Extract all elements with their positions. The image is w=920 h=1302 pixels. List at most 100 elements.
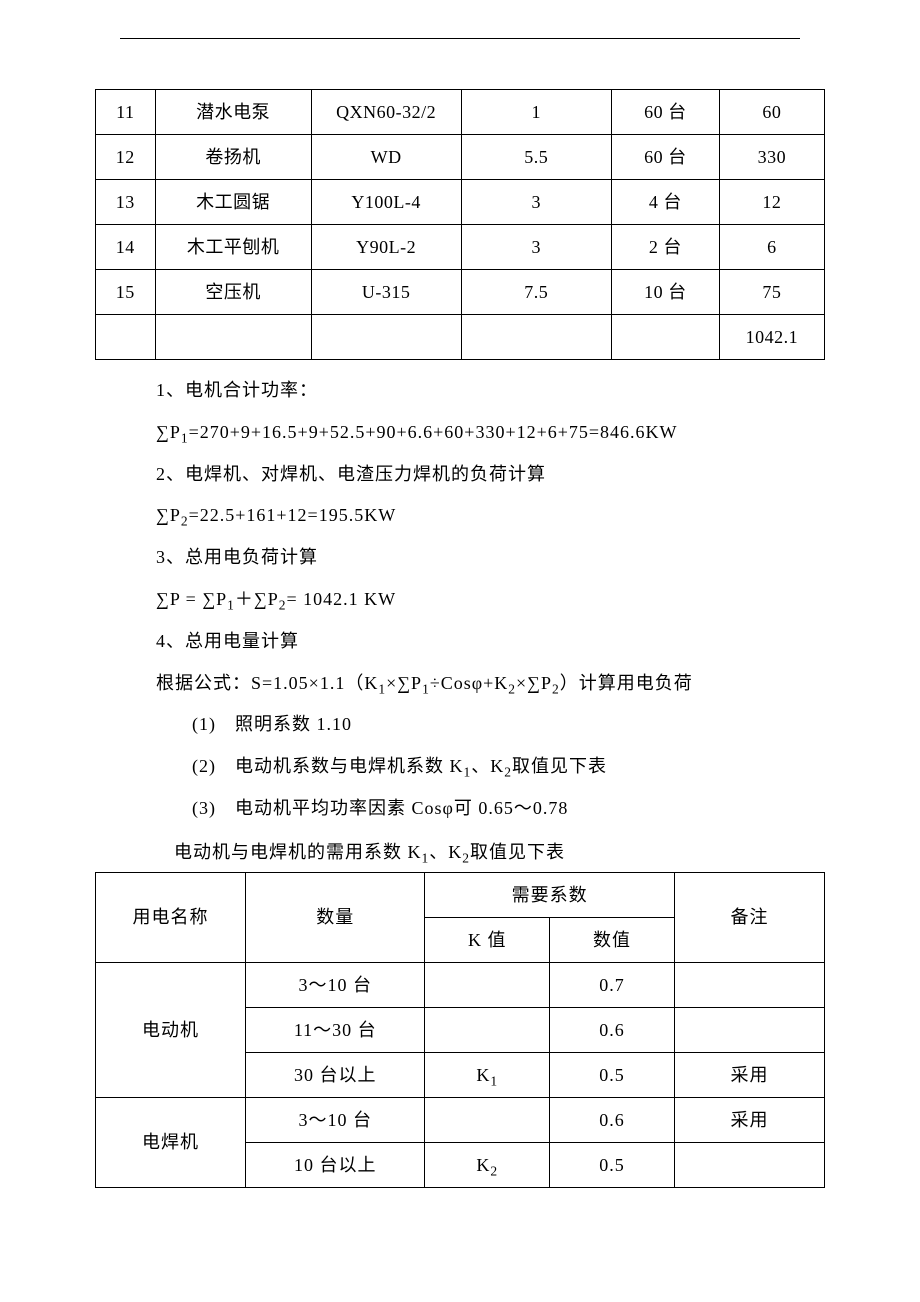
- p-welder-title: 2、电焊机、对焊机、电渣压力焊机的负荷计算: [120, 456, 800, 498]
- cell-qty: 11～30 台: [246, 1007, 425, 1052]
- sub-1: 1: [181, 430, 189, 445]
- cell-qty: 30 台以上: [246, 1052, 425, 1097]
- sigma-p2-pre: ∑P: [156, 505, 181, 525]
- coef-table: 用电名称 数量 需要系数 备注 K 值 数值 电动机 3～10 台 0.7: [95, 872, 825, 1188]
- cell-pow: [461, 315, 611, 360]
- t2title-c: 取值见下表: [470, 842, 565, 862]
- k-pre: K: [476, 1155, 490, 1175]
- cell-no: [96, 315, 156, 360]
- cell-qty: [611, 315, 719, 360]
- cell-name: 空压机: [155, 270, 311, 315]
- t2title-b: 、K: [429, 842, 462, 862]
- cell-name: [155, 315, 311, 360]
- cell-tot: 12: [719, 180, 824, 225]
- sub-1: 1: [378, 681, 386, 696]
- cell-k: [425, 962, 550, 1007]
- coef-k-a: (2) 电动机系数与电焊机系数 K: [192, 756, 464, 776]
- sub-1: 1: [490, 1073, 498, 1088]
- cell-tot: 75: [719, 270, 824, 315]
- head-row-1: 用电名称 数量 需要系数 备注: [96, 872, 825, 917]
- cell-note: [674, 1142, 824, 1187]
- sigma-p2-post: =22.5+161+12=195.5KW: [189, 505, 397, 525]
- cell-qty: 3～10 台: [246, 1097, 425, 1142]
- cell-tot: 6: [719, 225, 824, 270]
- cell-pow: 7.5: [461, 270, 611, 315]
- cell-note: 采用: [674, 1097, 824, 1142]
- cell-cat: 电动机: [96, 962, 246, 1097]
- sigma-p-b: ＋∑P: [235, 589, 279, 609]
- t2title-a: 电动机与电焊机的需用系数 K: [174, 842, 422, 862]
- cell-qty: 2 台: [611, 225, 719, 270]
- cell-no: 14: [96, 225, 156, 270]
- sub-2: 2: [504, 765, 512, 780]
- coef-table-wrap: 用电名称 数量 需要系数 备注 K 值 数值 电动机 3～10 台 0.7: [95, 872, 825, 1188]
- sub-2: 2: [181, 514, 189, 529]
- formula-e: ）计算用电负荷: [560, 673, 693, 693]
- equipment-table: 11 潜水电泵 QXN60-32/2 1 60 台 60 12 卷扬机 WD 5…: [95, 89, 825, 360]
- cell-name: 潜水电泵: [155, 90, 311, 135]
- cell-qty: 4 台: [611, 180, 719, 225]
- p-coef-k: (2) 电动机系数与电焊机系数 K1、K2取值见下表: [120, 748, 800, 790]
- top-rule: [120, 38, 800, 39]
- cell-model: [311, 315, 461, 360]
- sigma-p-c: = 1042.1 KW: [287, 589, 397, 609]
- coef-k-c: 取值见下表: [512, 756, 607, 776]
- p-motor-power-title: 1、电机合计功率：: [120, 372, 800, 414]
- cell-no: 15: [96, 270, 156, 315]
- cell-val: 0.7: [550, 962, 675, 1007]
- formula-b: ×∑P: [386, 673, 422, 693]
- cell-no: 11: [96, 90, 156, 135]
- cell-qty: 10 台以上: [246, 1142, 425, 1187]
- cell-val: 0.6: [550, 1097, 675, 1142]
- p-coef-lighting: (1) 照明系数 1.10: [120, 706, 800, 748]
- cell-model: QXN60-32/2: [311, 90, 461, 135]
- sigma-p1-post: =270+9+16.5+9+52.5+90+6.6+60+330+12+6+75…: [189, 422, 678, 442]
- sub-2: 2: [462, 850, 470, 865]
- table-row: 15 空压机 U-315 7.5 10 台 75: [96, 270, 825, 315]
- p-total-usage-title: 4、总用电量计算: [120, 623, 800, 665]
- table-row: 14 木工平刨机 Y90L-2 3 2 台 6: [96, 225, 825, 270]
- cell-note: [674, 1007, 824, 1052]
- k-pre: K: [476, 1065, 490, 1085]
- sub-1b: 1: [422, 681, 430, 696]
- formula-c: ÷Cosφ+K: [430, 673, 508, 693]
- cell-no: 12: [96, 135, 156, 180]
- cell-pow: 3: [461, 225, 611, 270]
- cell-cat: 电焊机: [96, 1097, 246, 1187]
- cell-no: 13: [96, 180, 156, 225]
- cell-k: [425, 1097, 550, 1142]
- sigma-p-a: ∑P = ∑P: [156, 589, 227, 609]
- formula-d: ×∑P: [516, 673, 552, 693]
- table-row: 13 木工圆锯 Y100L-4 3 4 台 12: [96, 180, 825, 225]
- sub-1: 1: [227, 598, 235, 613]
- cell-tot: 60: [719, 90, 824, 135]
- cell-model: Y90L-2: [311, 225, 461, 270]
- p-coef-cosphi: (3) 电动机平均功率因素 Cosφ可 0.65～0.78: [120, 790, 800, 832]
- cell-model: U-315: [311, 270, 461, 315]
- equipment-table-wrap: 11 潜水电泵 QXN60-32/2 1 60 台 60 12 卷扬机 WD 5…: [95, 89, 825, 360]
- cell-tot: 330: [719, 135, 824, 180]
- cell-name: 卷扬机: [155, 135, 311, 180]
- cell-k: K2: [425, 1142, 550, 1187]
- cell-qty: 60 台: [611, 90, 719, 135]
- th-val: 数值: [550, 917, 675, 962]
- cell-qty: 60 台: [611, 135, 719, 180]
- sub-2: 2: [490, 1163, 498, 1178]
- cell-name: 木工圆锯: [155, 180, 311, 225]
- th-coef: 需要系数: [425, 872, 674, 917]
- p-sigma-p2: ∑P2=22.5+161+12=195.5KW: [120, 497, 800, 539]
- cell-note: [674, 962, 824, 1007]
- sub-2b: 2: [552, 681, 560, 696]
- cell-qty: 10 台: [611, 270, 719, 315]
- p-formula: 根据公式：S=1.05×1.1（K1×∑P1÷Cosφ+K2×∑P2）计算用电负…: [120, 665, 800, 707]
- cell-qty: 3～10 台: [246, 962, 425, 1007]
- th-note: 备注: [674, 872, 824, 962]
- sub-2: 2: [508, 681, 516, 696]
- p-sigma-p1: ∑P1=270+9+16.5+9+52.5+90+6.6+60+330+12+6…: [120, 414, 800, 456]
- cell-val: 0.5: [550, 1052, 675, 1097]
- cell-val: 0.5: [550, 1142, 675, 1187]
- cell-val: 0.6: [550, 1007, 675, 1052]
- p-sigma-p-total: ∑P = ∑P1＋∑P2= 1042.1 KW: [120, 581, 800, 623]
- table-row-total: 1042.1: [96, 315, 825, 360]
- table-row: 电动机 3～10 台 0.7: [96, 962, 825, 1007]
